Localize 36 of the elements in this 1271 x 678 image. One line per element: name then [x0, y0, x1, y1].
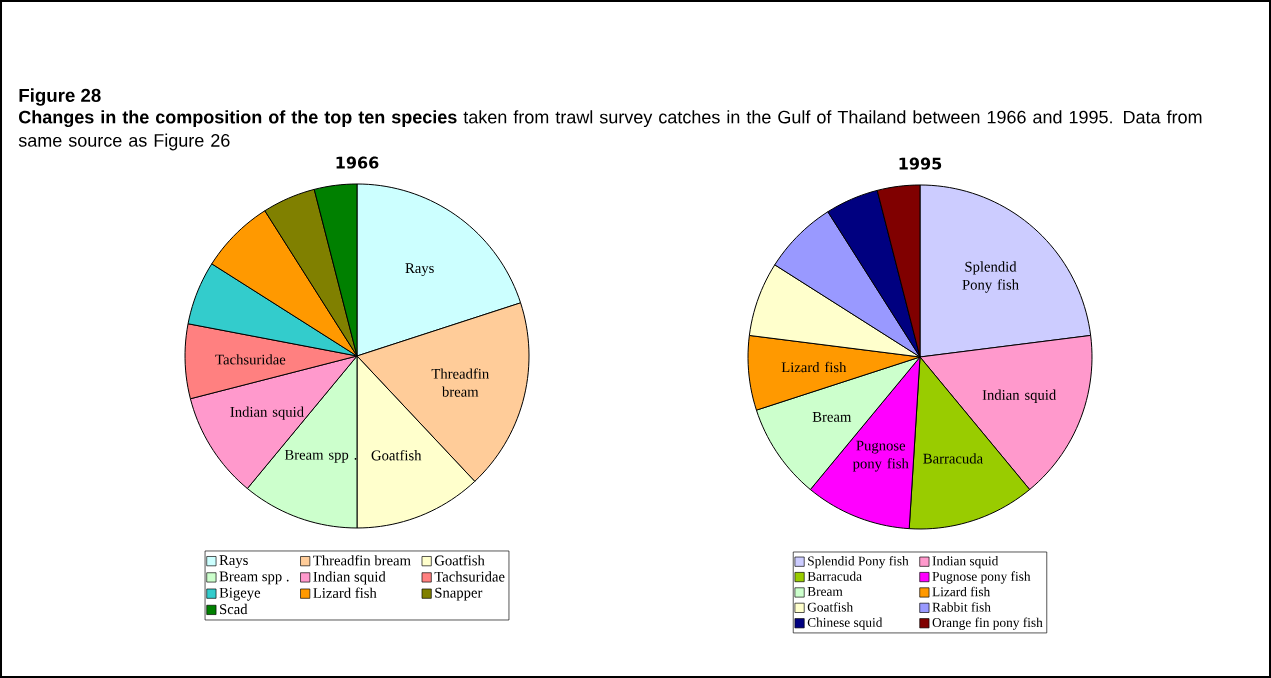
legend-label: Pugnose pony fish — [932, 571, 1031, 584]
legend-label: Chinese squid — [807, 617, 883, 630]
data-label: Bream — [812, 412, 852, 422]
legend-label: Lizard fish — [313, 587, 377, 598]
legend-label: Barracuda — [807, 571, 862, 581]
data-label: Pugnose pony fish — [852, 440, 909, 472]
legend-label: Bigeye — [219, 587, 261, 601]
legend-label: Bream — [807, 587, 843, 596]
chart-title: 1995 — [899, 157, 942, 170]
legend-label: Lizard fish — [932, 586, 991, 597]
legend-label: Splendid Pony fish — [808, 555, 909, 569]
data-label: Lizard fish — [781, 361, 847, 373]
data-label: Indian squid — [230, 406, 304, 420]
data-label: Tachsuridae — [215, 354, 286, 365]
chart-title: 1966 — [336, 156, 379, 169]
legend-label: Threadfin bream — [313, 554, 411, 566]
legend-label: Goatfish — [434, 554, 485, 566]
legend-label: Indian squid — [313, 571, 386, 585]
data-label: Threadfin bream — [431, 368, 489, 397]
legend-label: Indian squid — [932, 556, 999, 569]
legend-label: Tachsuridae — [434, 571, 505, 582]
legend-label: Rabbit fish — [932, 602, 991, 612]
data-label: Bream spp . — [284, 449, 357, 463]
caption: Figure 28 — [19, 88, 101, 106]
legend-label: Rays — [219, 555, 248, 569]
legend-label: Snapper — [435, 587, 483, 601]
legend-label: Bream spp . — [219, 571, 289, 585]
legend-label: Goatfish — [807, 602, 853, 612]
data-label: Splendid Pony fish — [962, 261, 1019, 293]
data-label: Goatfish — [371, 449, 422, 461]
text: Changes in the composition of the top ten species taken from trawl survey catches in the Gulf of Thailand between 1966 and 1995. Data from same source as Figure 26 — [18, 110, 1202, 151]
data-label: Indian squid — [982, 389, 1057, 403]
legend-label: Scad — [220, 603, 248, 615]
data-label: Barracuda — [923, 453, 983, 464]
legend-label: Orange fin pony fish — [932, 617, 1043, 630]
data-label: Rays — [405, 263, 434, 277]
